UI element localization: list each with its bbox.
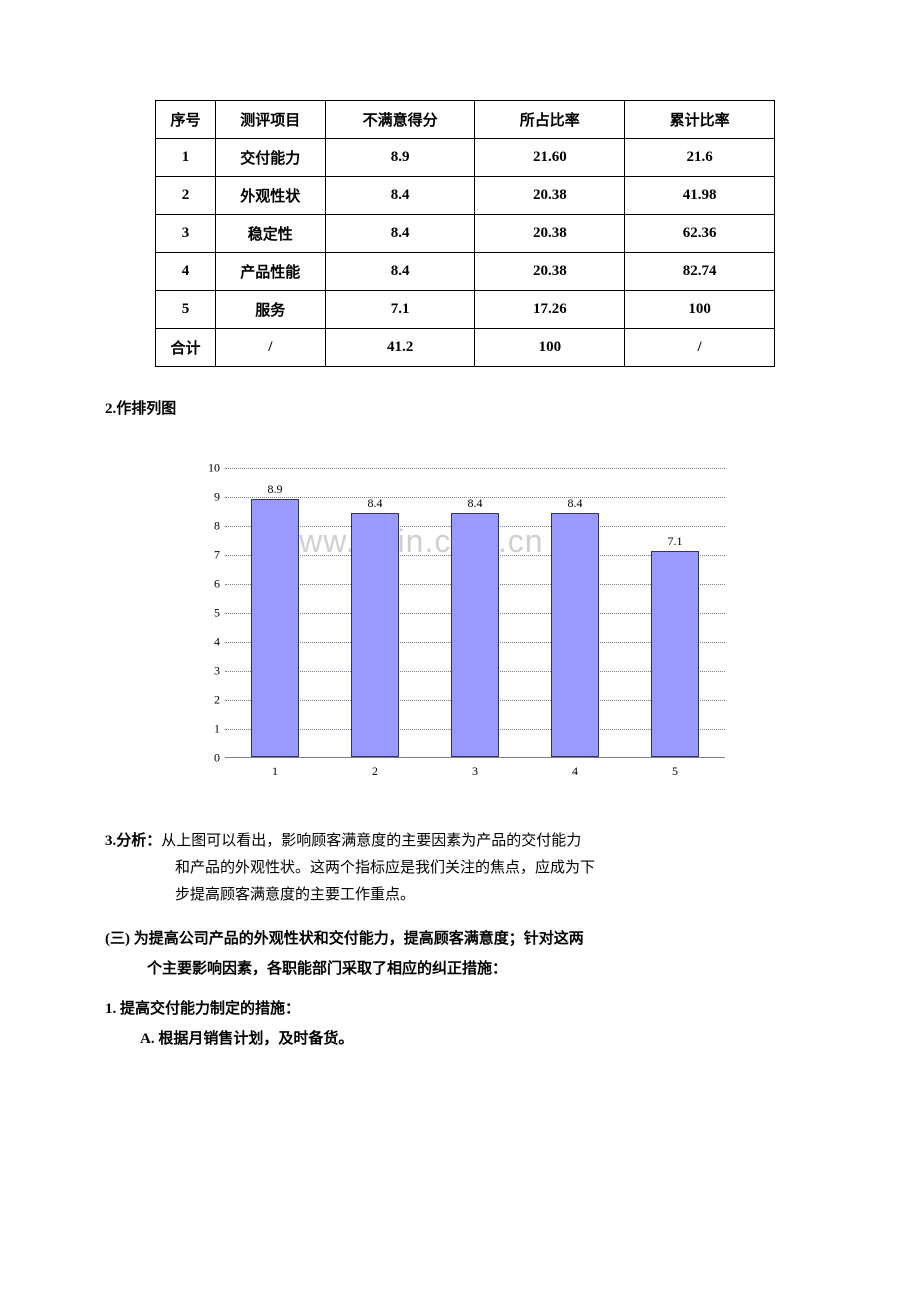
cell: 8.4: [325, 177, 475, 215]
chart-bar: [251, 499, 299, 757]
table-row: 2 外观性状 8.4 20.38 41.98: [156, 177, 775, 215]
cell: 20.38: [475, 253, 625, 291]
header-score: 不满意得分: [325, 101, 475, 139]
bar-value-label: 8.4: [468, 496, 483, 511]
cell: 8.9: [325, 139, 475, 177]
measure1-title: 1. 提高交付能力制定的措施：: [105, 994, 820, 1024]
y-tick-label: 1: [200, 722, 220, 737]
measure1-itemA: A. 根据月销售计划，及时备货。: [140, 1024, 820, 1054]
y-tick-label: 8: [200, 519, 220, 534]
y-tick-label: 10: [200, 461, 220, 476]
bar-value-label: 7.1: [668, 534, 683, 549]
bar-value-label: 8.4: [368, 496, 383, 511]
cell: /: [215, 329, 325, 367]
section3-line1: 为提高公司产品的外观性状和交付能力，提高顾客满意度；针对这两: [130, 931, 584, 947]
cell: 7.1: [325, 291, 475, 329]
cell: 8.4: [325, 215, 475, 253]
analysis-label: 3.分析：: [105, 833, 161, 849]
x-tick-label: 2: [372, 764, 378, 779]
bar-value-label: 8.9: [268, 482, 283, 497]
table-row: 3 稳定性 8.4 20.38 62.36: [156, 215, 775, 253]
chart-bar: [351, 513, 399, 757]
cell: 20.38: [475, 177, 625, 215]
cell: 外观性状: [215, 177, 325, 215]
table-row: 1 交付能力 8.9 21.60 21.6: [156, 139, 775, 177]
cell: 合计: [156, 329, 216, 367]
x-tick-label: 4: [572, 764, 578, 779]
chart-plot-area: www.zixin.com.cn 0123456789108.918.428.4…: [225, 468, 725, 758]
cell: 100: [625, 291, 775, 329]
data-table: 序号 测评项目 不满意得分 所占比率 累计比率 1 交付能力 8.9 21.60…: [155, 100, 775, 367]
x-tick-label: 5: [672, 764, 678, 779]
cell: 稳定性: [215, 215, 325, 253]
table-body: 1 交付能力 8.9 21.60 21.6 2 外观性状 8.4 20.38 4…: [156, 139, 775, 367]
cell: 产品性能: [215, 253, 325, 291]
x-tick-label: 1: [272, 764, 278, 779]
header-seq: 序号: [156, 101, 216, 139]
y-tick-label: 2: [200, 693, 220, 708]
y-tick-label: 9: [200, 490, 220, 505]
y-tick-label: 6: [200, 577, 220, 592]
header-cumulative: 累计比率: [625, 101, 775, 139]
cell: 20.38: [475, 215, 625, 253]
y-tick-label: 0: [200, 751, 220, 766]
cell: 100: [475, 329, 625, 367]
chart-bar: [651, 551, 699, 757]
header-ratio: 所占比率: [475, 101, 625, 139]
y-tick-label: 3: [200, 664, 220, 679]
table-row: 4 产品性能 8.4 20.38 82.74: [156, 253, 775, 291]
cell: 交付能力: [215, 139, 325, 177]
cell: 21.60: [475, 139, 625, 177]
x-tick-label: 3: [472, 764, 478, 779]
table-row-total: 合计 / 41.2 100 /: [156, 329, 775, 367]
cell: 17.26: [475, 291, 625, 329]
bar-chart: www.zixin.com.cn 0123456789108.918.428.4…: [195, 458, 745, 798]
section2-title: 2.作排列图: [105, 397, 820, 418]
chart-bar: [451, 513, 499, 757]
header-item: 测评项目: [215, 101, 325, 139]
cell: 62.36: [625, 215, 775, 253]
analysis-line1: 从上图可以看出，影响顾客满意度的主要因素为产品的交付能力: [161, 833, 581, 849]
y-tick-label: 7: [200, 548, 220, 563]
bar-value-label: 8.4: [568, 496, 583, 511]
analysis-section: 3.分析：从上图可以看出，影响顾客满意度的主要因素为产品的交付能力 和产品的外观…: [105, 828, 820, 909]
cell: 服务: [215, 291, 325, 329]
cell: 41.2: [325, 329, 475, 367]
section3-prefix: (三): [105, 931, 130, 947]
y-tick-label: 5: [200, 606, 220, 621]
table-header-row: 序号 测评项目 不满意得分 所占比率 累计比率: [156, 101, 775, 139]
cell: 3: [156, 215, 216, 253]
y-tick-label: 4: [200, 635, 220, 650]
cell: 21.6: [625, 139, 775, 177]
section3-line2: 个主要影响因素，各职能部门采取了相应的纠正措施：: [147, 954, 820, 984]
data-table-container: 序号 测评项目 不满意得分 所占比率 累计比率 1 交付能力 8.9 21.60…: [155, 100, 820, 367]
cell: 1: [156, 139, 216, 177]
gridline: [225, 468, 725, 469]
cell: 82.74: [625, 253, 775, 291]
cell: 2: [156, 177, 216, 215]
cell: 8.4: [325, 253, 475, 291]
analysis-line2: 和产品的外观性状。这两个指标应是我们关注的焦点，应成为下: [175, 855, 820, 882]
chart-bar: [551, 513, 599, 757]
section3: (三) 为提高公司产品的外观性状和交付能力，提高顾客满意度；针对这两 个主要影响…: [105, 924, 820, 984]
cell: /: [625, 329, 775, 367]
cell: 4: [156, 253, 216, 291]
table-row: 5 服务 7.1 17.26 100: [156, 291, 775, 329]
cell: 5: [156, 291, 216, 329]
cell: 41.98: [625, 177, 775, 215]
analysis-line3: 步提高顾客满意度的主要工作重点。: [175, 882, 820, 909]
